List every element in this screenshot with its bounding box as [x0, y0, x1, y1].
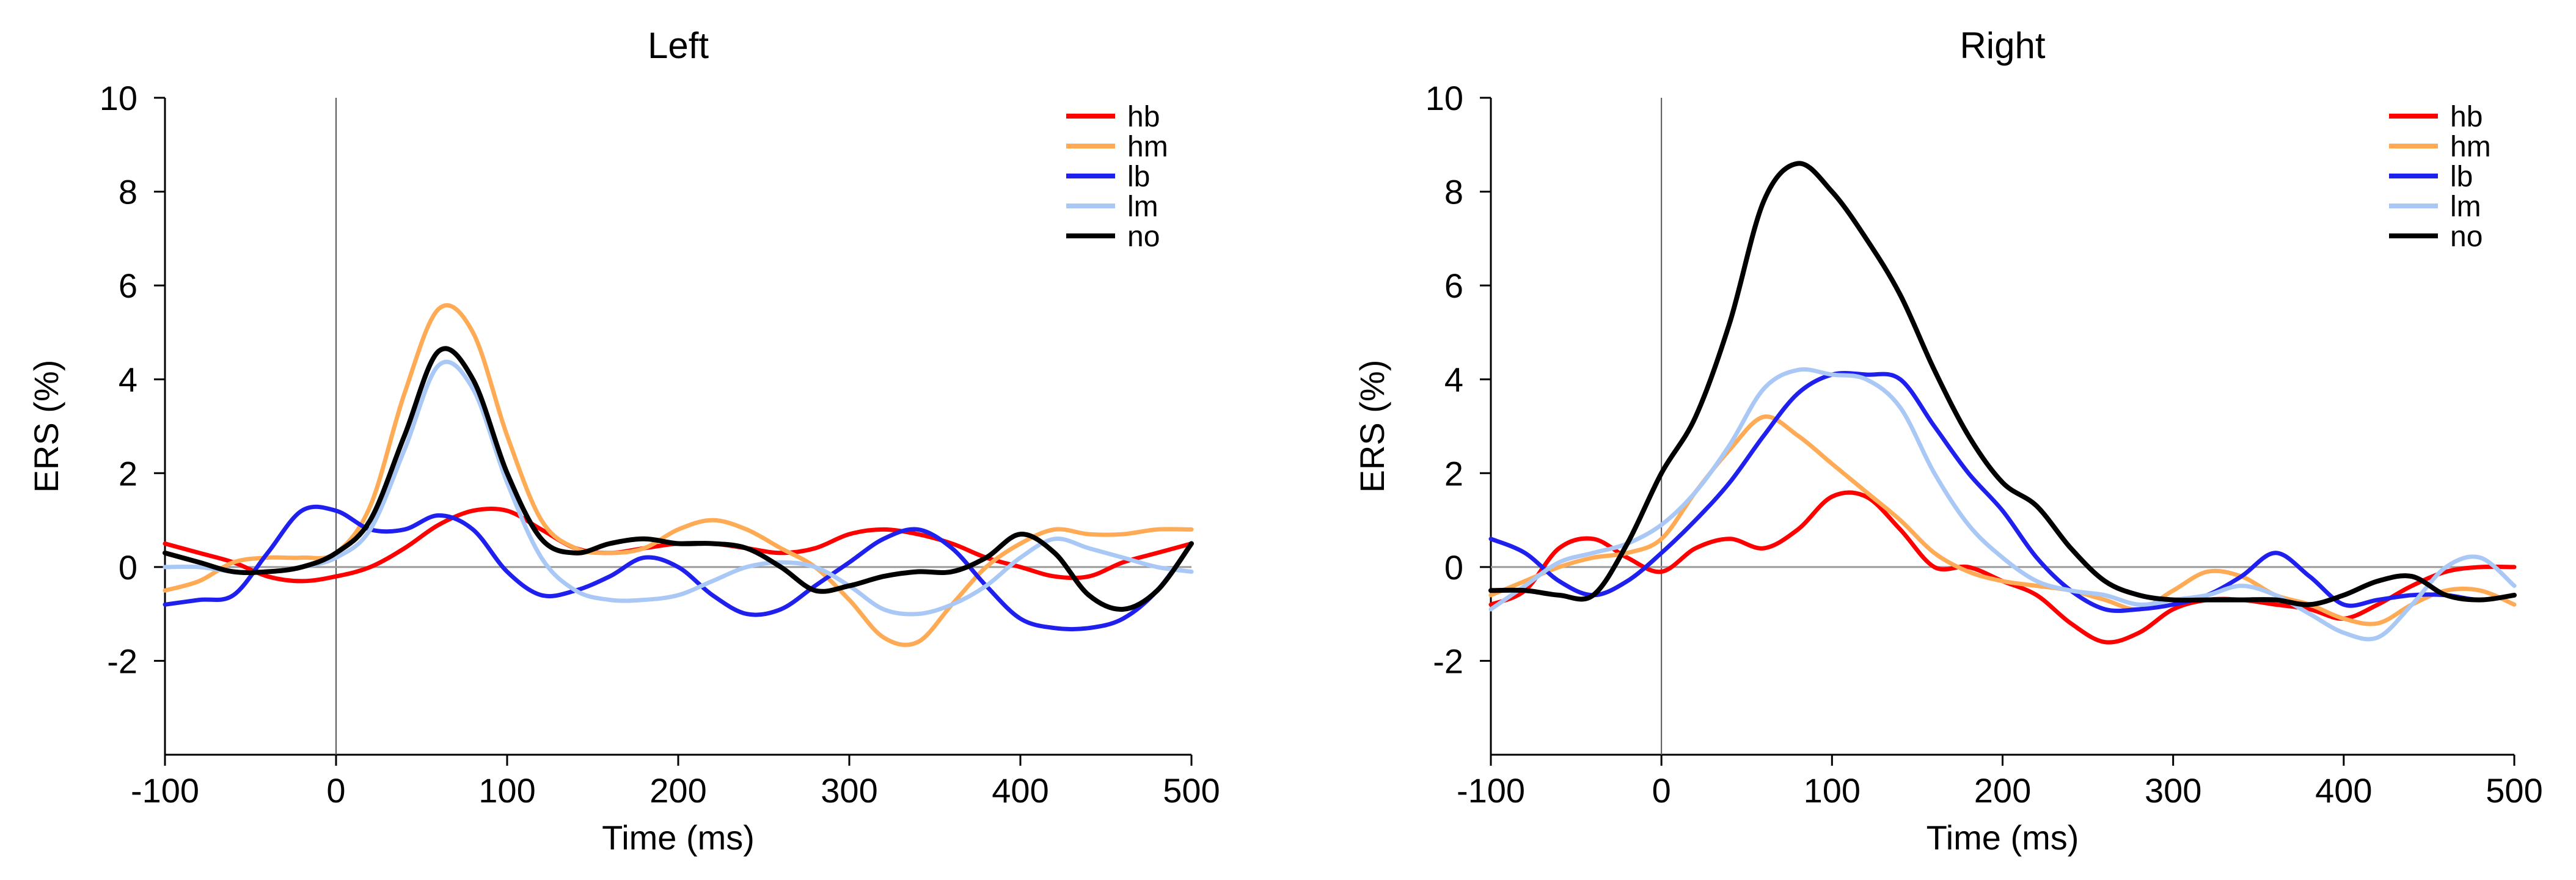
- y-axis-title: ERS (%): [27, 360, 65, 493]
- y-tick-label: 0: [119, 548, 137, 587]
- x-tick-label: 100: [478, 771, 535, 810]
- x-tick-label: -100: [131, 771, 199, 810]
- y-tick-label: 4: [1444, 361, 1463, 399]
- x-tick-label: 400: [2315, 771, 2372, 810]
- x-tick-label: 200: [1974, 771, 2031, 810]
- y-tick-label: 10: [1425, 79, 1463, 117]
- series-line-hm: [163, 303, 1194, 647]
- series-line-no: [163, 346, 1194, 612]
- series-line-lm: [163, 359, 1194, 617]
- series-line-hm: [1488, 414, 2517, 626]
- legend-label-lb: lb: [2450, 161, 2473, 193]
- y-tick-label: 6: [1444, 266, 1463, 305]
- x-tick-label: 500: [1163, 771, 1220, 810]
- x-tick-label: 400: [992, 771, 1048, 810]
- chart-panel-right: -100 0 100 200 300 400 500 -2 0 2 4 6 8 10 Right Time (…: [1353, 25, 2543, 857]
- x-tick-label: -100: [1457, 771, 1525, 810]
- y-tick-label: 2: [1444, 454, 1463, 493]
- series-line-lb: [163, 504, 1194, 632]
- x-tick-label: 200: [649, 771, 706, 810]
- y-tick-label: 8: [119, 173, 137, 211]
- legend-label-no: no: [2450, 221, 2483, 253]
- y-tick-label: -2: [107, 642, 137, 680]
- legend-label-lb: lb: [1127, 161, 1150, 193]
- legend-label-hb: hb: [1127, 101, 1160, 133]
- chart-title: Left: [648, 25, 709, 66]
- y-tick-label: 2: [119, 454, 137, 493]
- x-axis-title: Time (ms): [602, 818, 755, 857]
- series-line-lb: [1488, 370, 2517, 614]
- chart-title: Right: [1959, 25, 2045, 66]
- y-tick-label: 4: [119, 361, 137, 399]
- x-tick-label: 0: [326, 771, 345, 810]
- series-line-no: [1488, 161, 2517, 607]
- y-tick-label: -2: [1433, 642, 1463, 680]
- x-tick-label: 0: [1652, 771, 1671, 810]
- x-tick-label: 300: [2145, 771, 2201, 810]
- legend-label-hm: hm: [1127, 131, 1168, 163]
- legend-label-no: no: [1127, 221, 1160, 253]
- y-tick-label: 6: [119, 266, 137, 305]
- y-tick-label: 10: [100, 79, 137, 117]
- x-tick-label: 300: [821, 771, 877, 810]
- legend-label-hm: hm: [2450, 131, 2491, 163]
- legend-label-hb: hb: [2450, 101, 2483, 133]
- legend-label-lm: lm: [1127, 191, 1158, 223]
- y-tick-label: 0: [1444, 548, 1463, 587]
- x-tick-label: 500: [2486, 771, 2542, 810]
- legend-label-lm: lm: [2450, 191, 2481, 223]
- chart-panel-left: -100 0 100 200 300 400 500 -2 0 2 4 6 8 10 Left Time (m…: [27, 25, 1220, 857]
- x-axis-title: Time (ms): [1927, 818, 2079, 857]
- series-line-lm: [1488, 367, 2517, 642]
- y-axis-title: ERS (%): [1353, 360, 1391, 493]
- y-tick-label: 8: [1444, 173, 1463, 211]
- x-tick-label: 100: [1804, 771, 1861, 810]
